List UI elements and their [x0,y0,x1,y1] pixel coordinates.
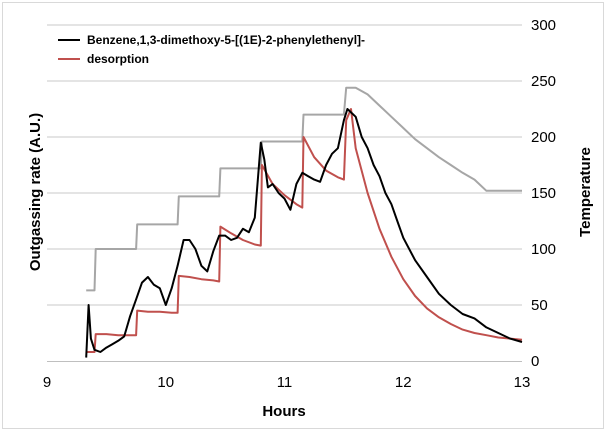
right-tick-label: 200 [531,129,556,146]
gridlines [47,24,522,362]
right-tick-label: 100 [531,241,556,258]
x-axis-title: Hours [262,403,305,420]
right-tick-label: 250 [531,73,556,90]
right-tick-label: 150 [531,185,556,202]
temperature-line [86,86,522,292]
legend-label-series2: desorption [87,52,149,66]
right-axis-ticks: 0 50 100 150 200 250 300 [531,17,556,370]
x-tick-label: 10 [157,374,174,391]
legend-label-series1: Benzene,1,3-dimethoxy-5-[(1E)-2-phenylet… [87,33,365,47]
plot-area [85,86,523,358]
right-axis-title: Temperature [577,147,594,237]
right-tick-label: 50 [531,297,548,314]
legend: Benzene,1,3-dimethoxy-5-[(1E)-2-phenylet… [58,33,365,66]
x-tick-label: 12 [395,374,412,391]
right-tick-label: 300 [531,17,556,34]
desorption-line [86,108,523,353]
chart-frame [2,2,604,429]
series1-line [85,108,523,358]
x-tick-label: 11 [277,374,293,391]
x-axis-ticks: 9 10 11 12 13 [43,374,531,391]
right-tick-label: 0 [531,353,539,370]
left-axis-title: Outgassing rate (A.U.) [27,113,44,271]
x-tick-label: 9 [43,374,51,391]
x-tick-label: 13 [514,374,531,391]
